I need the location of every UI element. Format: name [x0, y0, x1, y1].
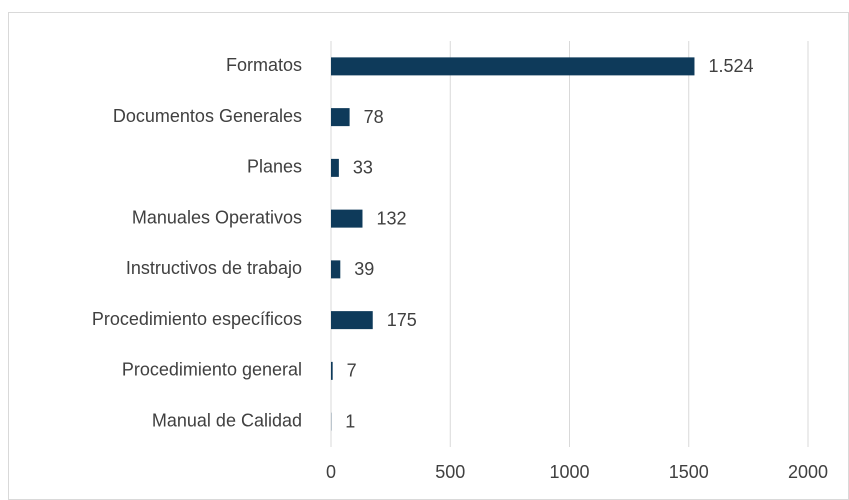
data-label: 39: [354, 259, 374, 279]
y-tick-label: Manuales Operativos: [132, 207, 302, 227]
bar: [331, 158, 339, 177]
bar: [331, 260, 341, 279]
x-tick-label: 1500: [669, 462, 709, 482]
x-tick-label: 500: [435, 462, 465, 482]
bar: [331, 311, 373, 330]
data-label: 7: [347, 361, 357, 381]
data-label: 132: [376, 208, 406, 228]
data-label: 1: [345, 411, 355, 431]
y-tick-label: Formatos: [226, 55, 302, 75]
x-tick-label: 0: [326, 462, 336, 482]
x-tick-label: 1000: [549, 462, 589, 482]
y-tick-label: Planes: [247, 157, 302, 177]
data-label: 33: [353, 158, 373, 178]
bar: [331, 57, 695, 76]
bar: [331, 361, 333, 380]
y-tick-label: Manual de Calidad: [152, 410, 302, 430]
data-label: 78: [364, 107, 384, 127]
y-tick-label: Documentos Generales: [113, 106, 302, 126]
y-tick-label: Procedimiento específicos: [92, 309, 302, 329]
bar: [331, 108, 350, 127]
x-tick-label: 2000: [788, 462, 828, 482]
chart-frame: [8, 12, 849, 500]
y-tick-label: Procedimiento general: [122, 360, 302, 380]
bar: [331, 209, 363, 228]
y-tick-label: Instructivos de trabajo: [126, 258, 302, 278]
data-label: 1.524: [708, 56, 753, 76]
data-label: 175: [387, 310, 417, 330]
